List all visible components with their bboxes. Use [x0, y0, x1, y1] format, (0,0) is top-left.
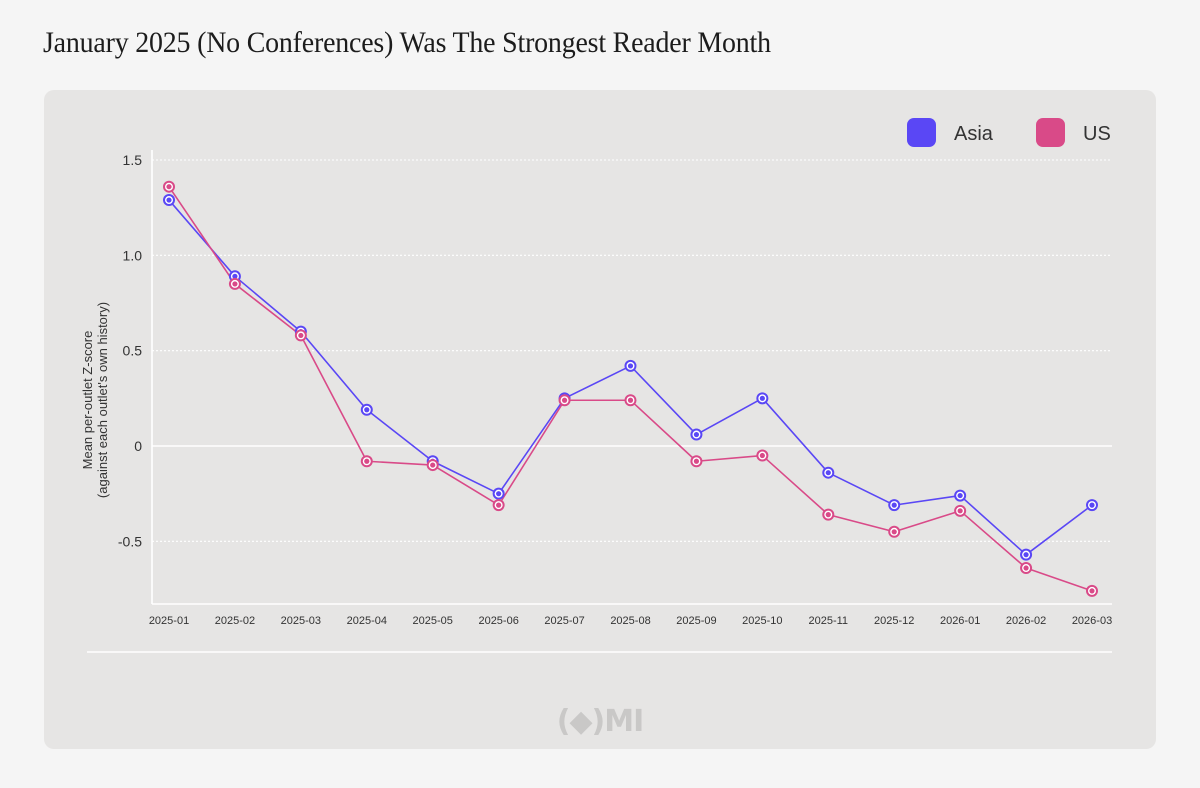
marker-center: [693, 458, 700, 464]
legend-label: Asia: [954, 123, 994, 145]
y-tick-label: 0.5: [123, 343, 143, 359]
axes: 1.5 1.0 0.5 0 -0.5 2025-01 2025-02 2025-03 2025-…: [87, 150, 1112, 653]
data-point-us: [558, 394, 571, 407]
x-tick-label: 2025-11: [809, 615, 849, 627]
series-layer: [163, 180, 1098, 597]
marker-center: [232, 273, 238, 279]
marker-center: [1023, 552, 1029, 558]
data-point-asia: [624, 359, 637, 372]
data-point-us: [228, 277, 241, 290]
x-tick-label: 2025-05: [413, 615, 453, 627]
data-point-asia: [954, 489, 967, 502]
marker-center: [364, 407, 370, 413]
marker-center: [561, 397, 568, 403]
marker-center: [627, 397, 634, 403]
marker-center: [1089, 502, 1095, 508]
series-line-asia: [168, 199, 1093, 556]
data-point-asia: [690, 428, 703, 441]
data-point-us: [624, 394, 637, 407]
data-point-asia: [360, 403, 373, 416]
omi-logo-watermark: (◆)MI: [557, 704, 644, 739]
data-point-us: [360, 455, 373, 468]
marker-center: [891, 502, 897, 508]
marker-center: [693, 431, 700, 438]
chart-panel: 1.5 1.0 0.5 0 -0.5 2025-01 2025-02 2025-03 2025-…: [44, 90, 1156, 749]
marker-center: [364, 458, 370, 464]
x-tick-label: 2026-01: [940, 615, 980, 627]
data-point-us: [1020, 562, 1033, 575]
x-tick-label: 2026-03: [1072, 615, 1112, 627]
x-tick-label: 2025-10: [742, 615, 782, 627]
marker-center: [166, 184, 172, 190]
marker-center: [957, 508, 963, 514]
y-axis-title-line: Mean per-outlet Z-score: [80, 331, 95, 470]
x-tick-label: 2025-08: [610, 615, 650, 627]
marker-center: [825, 512, 831, 518]
legend-label: US: [1083, 123, 1111, 145]
marker-center: [891, 529, 897, 535]
legend-item-us: US: [1036, 118, 1111, 147]
marker-center: [166, 197, 172, 203]
y-tick-label: 0: [134, 438, 142, 454]
marker-center: [759, 452, 765, 459]
data-point-us: [492, 499, 505, 512]
x-tick-label: 2025-12: [874, 615, 914, 627]
y-tick-label: -0.5: [118, 533, 142, 549]
data-point-us: [426, 459, 439, 472]
marker-center: [496, 502, 502, 508]
x-tick-label: 2025-03: [281, 615, 321, 627]
data-point-us: [690, 455, 703, 468]
x-tick-label: 2025-07: [544, 615, 584, 627]
series-line-us: [168, 186, 1093, 592]
marker-center: [627, 363, 634, 369]
data-point-asia: [163, 194, 175, 207]
marker-center: [825, 470, 831, 476]
legend-swatch: [1036, 118, 1065, 147]
marker-center: [298, 332, 304, 339]
data-point-us: [1086, 584, 1098, 597]
x-tick-label: 2025-02: [215, 615, 255, 627]
data-point-us: [756, 449, 769, 462]
page-title: January 2025 (No Conferences) Was The St…: [43, 26, 771, 59]
marker-center: [1089, 588, 1095, 594]
data-point-us: [822, 508, 835, 521]
x-tick-label: 2025-04: [347, 615, 387, 627]
x-tick-label: 2025-06: [478, 615, 518, 627]
x-tick-label: 2025-01: [149, 615, 189, 627]
data-point-asia: [756, 392, 769, 405]
data-point-us: [954, 504, 967, 517]
marker-center: [496, 491, 502, 497]
legend: Asia US: [907, 118, 1111, 147]
marker-center: [957, 492, 963, 499]
grid-lines: [152, 159, 1112, 542]
line-chart: 1.5 1.0 0.5 0 -0.5 2025-01 2025-02 2025-03 2025-…: [80, 118, 1112, 739]
data-point-us: [888, 525, 901, 538]
y-tick-label: 1.0: [123, 247, 143, 263]
data-point-asia: [492, 487, 505, 500]
data-point-us: [294, 329, 307, 342]
data-point-us: [163, 180, 175, 193]
data-point-asia: [1020, 548, 1033, 561]
data-point-asia: [822, 466, 835, 479]
legend-item-asia: Asia: [907, 118, 994, 147]
data-point-asia: [1086, 499, 1098, 512]
y-tick-label: 1.5: [123, 152, 143, 168]
legend-swatch: [907, 118, 936, 147]
y-axis-title: Mean per-outlet Z-score(against each out…: [80, 302, 110, 498]
marker-center: [232, 281, 238, 287]
marker-center: [1023, 565, 1029, 571]
data-point-asia: [888, 499, 901, 512]
marker-center: [430, 462, 436, 468]
x-tick-label: 2026-02: [1006, 615, 1046, 627]
y-axis-title-line: (against each outlet's own history): [95, 302, 110, 498]
marker-center: [759, 395, 765, 401]
x-tick-label: 2025-09: [676, 615, 716, 627]
